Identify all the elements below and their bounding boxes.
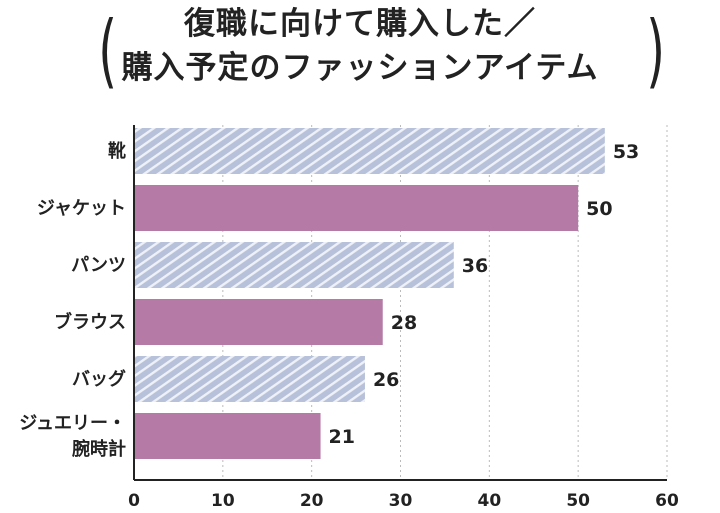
category-label: 腕時計 [72, 438, 126, 460]
bar [134, 242, 454, 288]
category-label: 靴 [108, 140, 126, 162]
x-tick-label: 0 [128, 491, 140, 511]
right-bracket: ) [646, 4, 665, 97]
title-line-1: 復職に向けて購入した／ [184, 6, 536, 42]
bar [134, 413, 321, 459]
chart-title: 復職に向けて購入した／ 購入予定のファッションアイテム [0, 2, 720, 90]
category-label: ブラウス [54, 311, 126, 333]
data-label: 21 [329, 426, 355, 448]
bar [134, 128, 605, 174]
category-label: バッグ [72, 368, 126, 390]
bar [134, 185, 579, 231]
category-label: ジュエリー・ [19, 413, 126, 434]
x-tick-label: 20 [300, 491, 324, 511]
bar [134, 299, 383, 345]
data-label: 53 [613, 141, 639, 163]
bar [134, 356, 365, 402]
data-label: 50 [586, 198, 612, 220]
x-tick-label: 10 [211, 491, 235, 511]
category-label: ジャケット [37, 198, 126, 219]
left-bracket: ( [98, 4, 117, 97]
x-tick-label: 30 [389, 491, 413, 511]
data-label: 28 [391, 312, 417, 334]
data-label: 36 [462, 255, 488, 277]
x-tick-label: 40 [477, 491, 501, 511]
title-line-2: 購入予定のファッションアイテム [121, 50, 599, 86]
x-tick-label: 60 [655, 491, 679, 511]
category-label: パンツ [71, 255, 126, 276]
x-tick-label: 50 [566, 491, 590, 511]
data-label: 26 [373, 369, 399, 391]
